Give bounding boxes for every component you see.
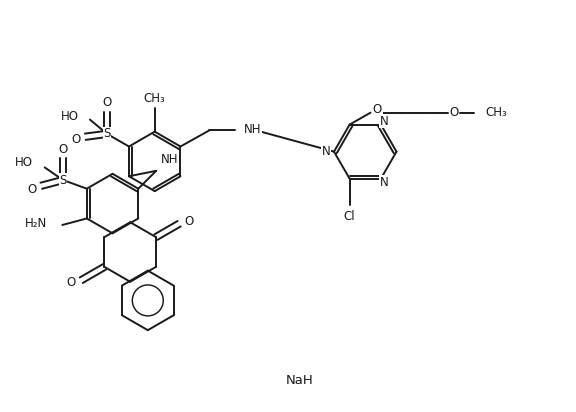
Text: S: S (103, 127, 111, 140)
Text: NaH: NaH (286, 374, 313, 387)
Text: O: O (28, 183, 37, 196)
Text: CH₃: CH₃ (144, 92, 165, 105)
Text: CH₃: CH₃ (486, 106, 507, 119)
Text: H₂N: H₂N (25, 218, 47, 230)
Text: O: O (58, 143, 67, 156)
Text: HO: HO (15, 157, 33, 169)
Text: NH: NH (244, 123, 261, 136)
Text: CH₃: CH₃ (144, 94, 165, 106)
Text: HO: HO (60, 110, 78, 123)
Text: O: O (449, 106, 458, 119)
Text: N: N (380, 115, 389, 128)
Text: O: O (185, 215, 194, 228)
Text: N: N (380, 176, 389, 189)
Text: N: N (322, 145, 331, 158)
Text: NH: NH (161, 153, 179, 166)
Text: O: O (103, 96, 112, 110)
Text: Cl: Cl (344, 210, 355, 223)
Text: O: O (66, 276, 75, 289)
Text: S: S (59, 173, 67, 187)
Text: O: O (373, 103, 382, 116)
Text: O: O (71, 133, 81, 145)
